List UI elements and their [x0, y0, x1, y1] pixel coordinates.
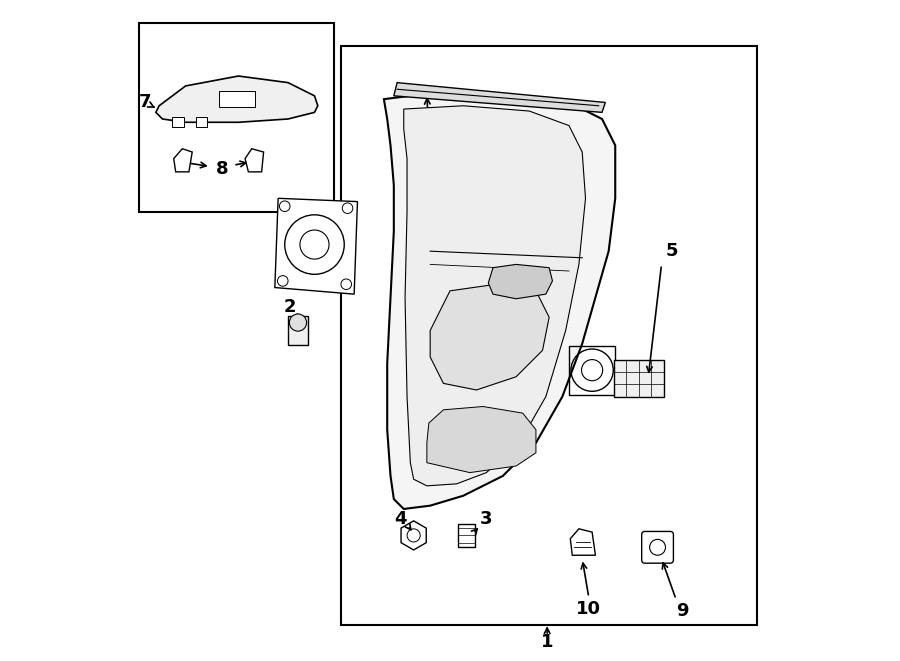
- Polygon shape: [174, 149, 193, 172]
- Bar: [288, 316, 308, 345]
- PathPatch shape: [384, 93, 616, 509]
- PathPatch shape: [394, 83, 606, 112]
- Bar: [341, 46, 758, 625]
- PathPatch shape: [156, 76, 318, 122]
- Text: 5: 5: [665, 242, 678, 260]
- Bar: [173, 117, 184, 127]
- Text: 6: 6: [436, 417, 447, 436]
- PathPatch shape: [427, 407, 536, 473]
- Text: 3: 3: [480, 510, 492, 528]
- Polygon shape: [571, 529, 596, 555]
- Bar: [614, 360, 663, 397]
- Circle shape: [290, 314, 307, 331]
- Bar: [140, 23, 334, 212]
- Bar: [219, 91, 255, 107]
- PathPatch shape: [274, 198, 357, 294]
- PathPatch shape: [430, 284, 549, 390]
- Text: 2: 2: [284, 298, 296, 317]
- Text: 1: 1: [541, 633, 554, 652]
- PathPatch shape: [489, 264, 553, 299]
- Polygon shape: [401, 521, 427, 550]
- Text: 8: 8: [216, 159, 229, 178]
- Text: 7: 7: [139, 93, 151, 112]
- Text: 10: 10: [576, 600, 601, 619]
- Bar: [458, 524, 475, 547]
- Bar: [195, 117, 207, 127]
- Text: 9: 9: [677, 602, 688, 621]
- Polygon shape: [245, 149, 264, 172]
- Text: 4: 4: [394, 510, 407, 528]
- Bar: [569, 346, 616, 395]
- FancyBboxPatch shape: [642, 531, 673, 563]
- PathPatch shape: [404, 106, 586, 486]
